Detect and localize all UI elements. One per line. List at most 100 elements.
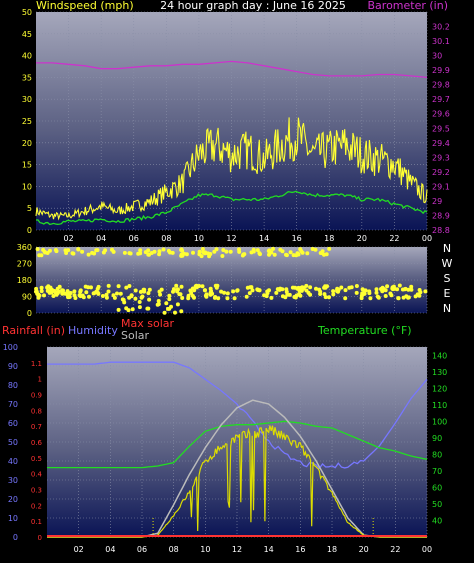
direction-point (55, 291, 60, 296)
env-x-tick-label: 20 (359, 545, 369, 554)
direction-point (173, 310, 177, 315)
direction-point (147, 287, 152, 292)
direction-point (343, 288, 348, 293)
direction-point (208, 286, 213, 291)
direction-point (174, 283, 179, 288)
direction-point (127, 284, 132, 288)
direction-point (413, 294, 418, 299)
temperature-line (47, 420, 428, 469)
wind-x-tick-label: 02 (63, 234, 73, 243)
direction-point (60, 291, 65, 296)
direction-point (248, 285, 253, 290)
direction-point (48, 285, 53, 290)
barometer-tick-label: 29.1 (432, 182, 450, 191)
direction-point (130, 307, 135, 312)
wind-tick-label: 45 (22, 30, 32, 39)
direction-point (271, 246, 275, 251)
direction-tick-label: 180 (17, 276, 32, 285)
direction-point (293, 295, 298, 300)
direction-point (308, 285, 313, 290)
direction-point (35, 247, 40, 252)
direction-point (133, 288, 138, 293)
humidity-tick-label: 100 (3, 343, 18, 352)
wind-x-tick-label: 08 (161, 234, 171, 243)
direction-point (200, 284, 205, 289)
wind-x-tick-label: 06 (129, 234, 139, 243)
direction-point (396, 296, 401, 301)
barometer-tick-label: 29.3 (432, 153, 450, 162)
direction-point (39, 289, 44, 294)
direction-point (339, 285, 344, 290)
barometer-tick-label: 29.8 (432, 81, 450, 90)
rain-tick-label: 0.5 (31, 455, 42, 463)
direction-point (322, 252, 326, 257)
env-x-tick-label: 18 (327, 545, 337, 554)
barometer-tick-label: 30.2 (432, 23, 450, 32)
direction-point (86, 252, 91, 257)
direction-point (137, 300, 142, 304)
direction-point (115, 291, 119, 296)
barometer-axis-label: Barometer (in) (368, 0, 449, 12)
direction-point (343, 296, 348, 301)
wind-x-tick-label: 12 (226, 234, 236, 243)
direction-tick-label: 0 (27, 309, 32, 318)
direction-point (304, 288, 309, 293)
humidity-tick-label: 0 (13, 533, 18, 542)
humidity-tick-label: 10 (8, 514, 18, 523)
rain-tick-label: 0.3 (31, 487, 42, 495)
direction-point (423, 289, 428, 294)
barometer-tick-label: 29.6 (432, 110, 450, 119)
direction-point (285, 292, 290, 297)
direction-point (138, 289, 143, 294)
direction-point (255, 287, 260, 292)
direction-point (417, 293, 422, 298)
direction-point (177, 292, 182, 297)
direction-point (170, 250, 175, 255)
direction-point (142, 287, 147, 292)
direction-point (124, 285, 129, 290)
direction-point (146, 291, 151, 296)
direction-point (47, 248, 52, 253)
humidity-tick-label: 90 (8, 362, 18, 371)
direction-point (385, 284, 390, 289)
direction-point (323, 295, 328, 300)
direction-point (200, 247, 205, 251)
wind-tick-label: 50 (22, 8, 32, 17)
direction-point (139, 295, 144, 300)
direction-point (51, 294, 56, 298)
barometer-tick-label: 29.7 (432, 95, 450, 104)
rain-tick-label: 0.8 (31, 407, 42, 415)
direction-point (331, 292, 336, 297)
direction-point (301, 285, 306, 290)
direction-point (68, 291, 73, 295)
direction-point (257, 251, 262, 256)
direction-point (225, 296, 230, 301)
rain-tick-label: 0.7 (31, 423, 42, 431)
direction-point (180, 296, 185, 300)
direction-point (250, 288, 255, 293)
direction-point (104, 295, 109, 300)
direction-point (106, 283, 111, 288)
direction-point (244, 294, 249, 299)
direction-point (374, 290, 379, 295)
temperature-tick-label: 120 (432, 384, 447, 393)
direction-point (222, 290, 227, 295)
temperature-tick-label: 130 (432, 368, 447, 377)
direction-point (305, 251, 310, 256)
direction-point (90, 250, 95, 255)
direction-point (186, 293, 191, 298)
direction-point (161, 247, 166, 252)
direction-point (323, 285, 328, 290)
direction-point (265, 289, 270, 294)
humidity-tick-label: 30 (8, 476, 18, 485)
direction-point (235, 288, 240, 293)
direction-point (359, 293, 364, 298)
wind-tick-label: 5 (27, 204, 32, 213)
direction-point (118, 291, 123, 296)
direction-point (95, 286, 100, 291)
direction-point (383, 294, 388, 298)
wind-gust-line (35, 117, 428, 221)
direction-point (284, 253, 289, 258)
direction-point (179, 309, 184, 314)
direction-point (314, 286, 318, 291)
